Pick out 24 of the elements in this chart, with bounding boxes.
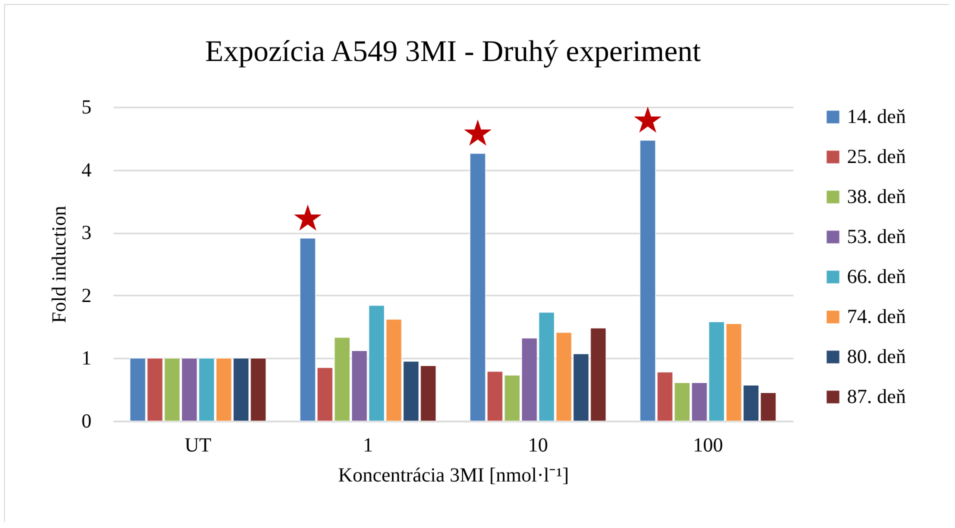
legend-label: 53. deň	[847, 226, 906, 248]
x-tick-label: 1	[363, 434, 373, 456]
legend-label: 25. deň	[847, 146, 906, 168]
legend-label: 14. deň	[847, 106, 906, 128]
legend-label: 87. deň	[847, 386, 906, 408]
annotation: ★	[632, 100, 664, 142]
legend-label: 38. deň	[847, 186, 906, 208]
x-tick-label: UT	[184, 434, 212, 456]
y-tick-label: 5	[82, 96, 92, 118]
annotation: ★	[292, 198, 324, 240]
annotation: ★	[462, 113, 494, 154]
y-tick-label: 0	[82, 410, 92, 432]
y-axis-title: Fold induction	[48, 206, 70, 324]
x-tick-label: 100	[693, 434, 723, 456]
legend-label: 80. deň	[847, 346, 906, 368]
x-axis-title: Koncentrácia 3MI [nmol·l⁻¹]	[338, 464, 569, 486]
y-tick-label: 1	[82, 348, 92, 370]
x-tick-label: 10	[528, 434, 548, 456]
legend-label: 74. deň	[847, 306, 906, 328]
y-tick-label: 3	[82, 222, 92, 244]
y-tick-label: 4	[82, 159, 92, 182]
chart-title: Expozícia A549 3MI - Druhý experiment	[205, 35, 702, 68]
legend-label: 66. deň	[847, 266, 906, 288]
y-tick-label: 2	[82, 284, 92, 307]
